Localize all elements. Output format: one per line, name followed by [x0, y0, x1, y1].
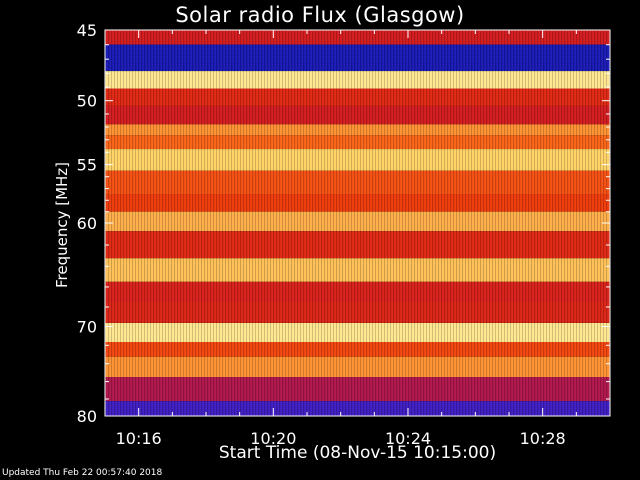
y-tick-label: 45: [77, 21, 97, 40]
y-tick-label: 50: [77, 92, 97, 111]
y-axis-label: Frequency [MHz]: [53, 161, 71, 289]
x-tick-label: 10:20: [250, 429, 296, 448]
x-tick-label: 10:16: [116, 429, 162, 448]
plot-axes: 45 50 55 60 70 80 10:16 10:20 10:24 10:28: [77, 21, 611, 448]
y-tick-label: 55: [77, 156, 97, 175]
y-tick-label: 70: [77, 317, 97, 336]
heatmap-noise-texture: [105, 30, 610, 416]
x-tick-label: 10:28: [520, 429, 566, 448]
chart-title: Solar radio Flux (Glasgow): [175, 3, 465, 27]
x-tick-label: 10:24: [385, 429, 431, 448]
y-tick-label: 60: [77, 214, 97, 233]
y-tick-label: 80: [77, 407, 97, 426]
x-axis-label: Start Time (08-Nov-15 10:15:00): [218, 443, 497, 463]
updated-timestamp: Updated Thu Feb 22 00:57:40 2018: [2, 468, 163, 478]
